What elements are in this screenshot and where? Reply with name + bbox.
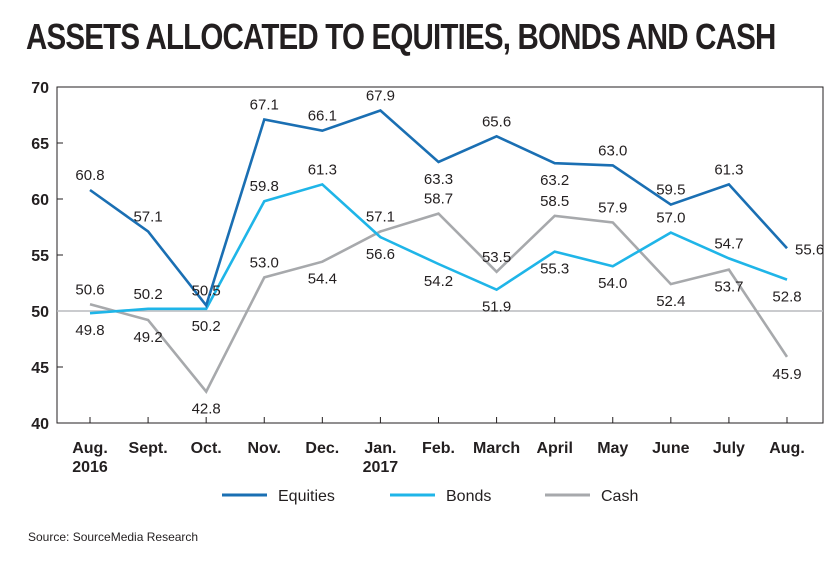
y-tick-label: 45 bbox=[31, 360, 49, 377]
data-label-equities: 55.6 bbox=[795, 241, 824, 258]
data-label-cash: 53.7 bbox=[714, 279, 743, 296]
data-label-equities: 60.8 bbox=[75, 167, 104, 184]
data-label-cash: 50.6 bbox=[75, 281, 104, 298]
y-tick-label: 65 bbox=[31, 136, 49, 153]
data-label-bonds: 50.2 bbox=[133, 286, 162, 303]
x-tick-label: May bbox=[597, 440, 628, 457]
legend-label-bonds: Bonds bbox=[446, 488, 491, 505]
data-label-equities: 66.1 bbox=[308, 108, 337, 125]
y-tick-label: 60 bbox=[31, 192, 49, 209]
data-label-equities: 63.0 bbox=[598, 142, 627, 159]
y-tick-label: 55 bbox=[31, 248, 49, 265]
data-label-bonds: 54.0 bbox=[598, 275, 627, 292]
data-label-equities: 61.3 bbox=[714, 161, 743, 178]
source-note: Source: SourceMedia Research bbox=[28, 530, 199, 544]
x-tick-label: Aug. 2016 bbox=[72, 440, 108, 476]
data-label-bonds: 50.2 bbox=[192, 318, 221, 335]
data-label-bonds: 56.6 bbox=[366, 246, 395, 263]
plot-frame bbox=[56, 86, 824, 424]
data-label-bonds: 52.8 bbox=[772, 289, 801, 306]
data-label-cash: 45.9 bbox=[772, 366, 801, 383]
x-tick-label: Sept. bbox=[129, 440, 168, 457]
y-tick-label: 70 bbox=[31, 80, 49, 97]
data-label-cash: 52.4 bbox=[656, 293, 685, 310]
x-tick-label: June bbox=[652, 440, 689, 457]
y-tick-label: 40 bbox=[31, 416, 49, 433]
data-label-bonds: 54.2 bbox=[424, 273, 453, 290]
data-label-cash: 57.9 bbox=[598, 200, 627, 217]
x-tick-label: Dec. bbox=[305, 440, 339, 457]
data-label-cash: 42.8 bbox=[192, 401, 221, 418]
data-label-cash: 53.0 bbox=[250, 254, 279, 271]
data-label-equities: 50.5 bbox=[192, 282, 221, 299]
data-label-equities: 59.5 bbox=[656, 182, 685, 199]
x-tick-label: Feb. bbox=[422, 440, 455, 457]
data-label-cash: 49.2 bbox=[133, 329, 162, 346]
data-label-bonds: 59.8 bbox=[250, 178, 279, 195]
data-label-bonds: 54.7 bbox=[714, 235, 743, 252]
x-tick-label: July bbox=[713, 440, 745, 457]
data-label-equities: 63.3 bbox=[424, 171, 453, 188]
data-label-equities: 63.2 bbox=[540, 172, 569, 189]
data-label-cash: 57.1 bbox=[366, 208, 395, 225]
series-line-bonds bbox=[89, 182, 788, 315]
data-label-cash: 53.5 bbox=[482, 249, 511, 266]
y-tick-label: 50 bbox=[31, 304, 49, 321]
data-label-equities: 65.6 bbox=[482, 113, 511, 130]
data-label-bonds: 49.8 bbox=[75, 322, 104, 339]
data-label-cash: 58.7 bbox=[424, 191, 453, 208]
data-label-cash: 58.5 bbox=[540, 193, 569, 210]
x-tick-label: Aug. bbox=[769, 440, 805, 457]
data-label-bonds: 51.9 bbox=[482, 299, 511, 316]
data-label-bonds: 57.0 bbox=[656, 210, 685, 227]
x-tick-label: Oct. bbox=[191, 440, 222, 457]
data-label-equities: 67.1 bbox=[250, 96, 279, 113]
series-line-equities bbox=[89, 109, 788, 309]
legend-label-equities: Equities bbox=[278, 488, 335, 505]
chart-title: ASSETS ALLOCATED TO EQUITIES, BONDS AND … bbox=[26, 16, 776, 57]
data-label-equities: 67.9 bbox=[366, 88, 395, 105]
data-label-bonds: 61.3 bbox=[308, 161, 337, 178]
data-label-cash: 54.4 bbox=[308, 271, 337, 288]
x-tick-label: April bbox=[536, 440, 572, 457]
x-tick-label: Nov. bbox=[248, 440, 281, 457]
series-line-cash bbox=[89, 212, 789, 394]
data-label-bonds: 55.3 bbox=[540, 261, 569, 278]
legend-label-cash: Cash bbox=[601, 488, 638, 505]
x-tick-label: Jan. 2017 bbox=[363, 440, 399, 476]
x-tick-label: March bbox=[473, 440, 520, 457]
data-label-equities: 57.1 bbox=[133, 208, 162, 225]
